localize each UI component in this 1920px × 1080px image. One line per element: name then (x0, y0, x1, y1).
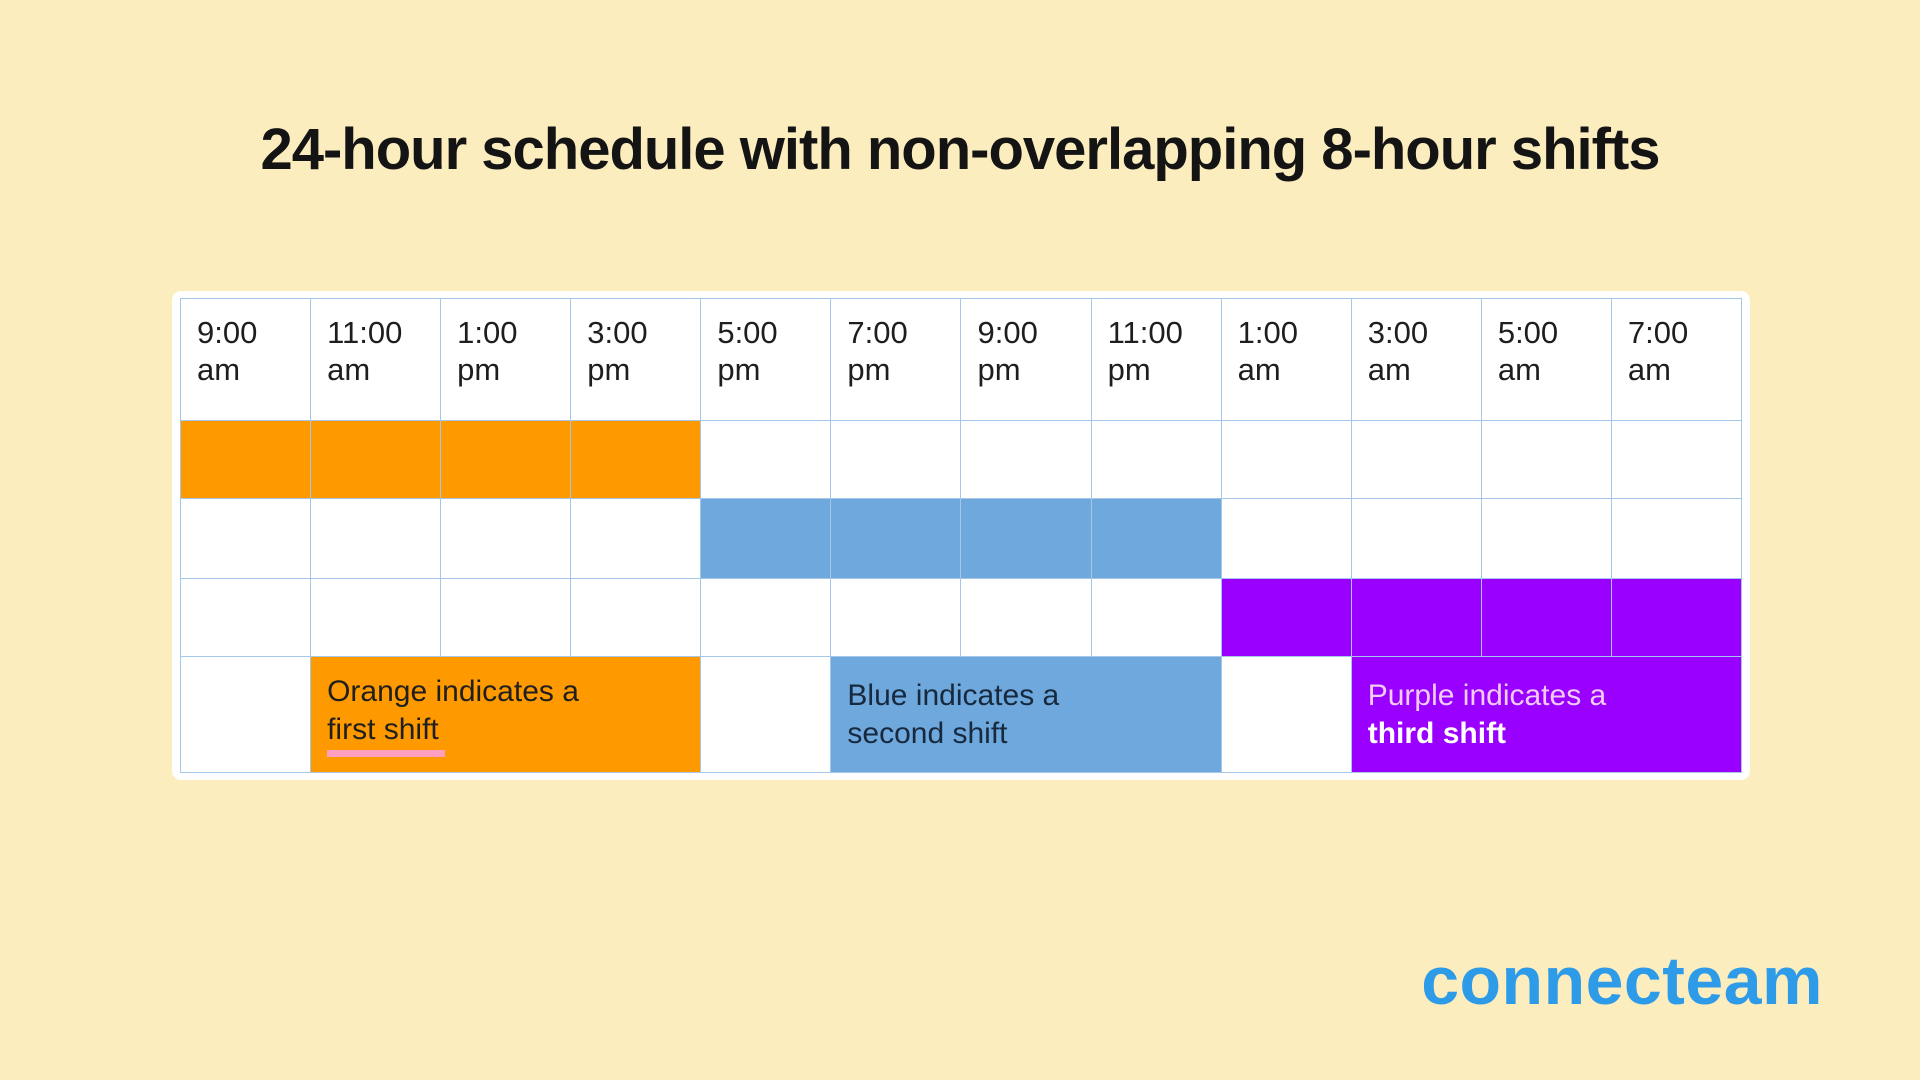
legend-text-bold: third shift (1367, 716, 1507, 750)
empty-cell (961, 579, 1092, 657)
empty-cell (311, 579, 442, 657)
empty-cell (1091, 579, 1222, 657)
empty-cell (1481, 499, 1612, 579)
empty-cell (1481, 421, 1612, 499)
time-header-cell: 3:00 pm (571, 299, 702, 421)
time-header-cell: 11:00 pm (1091, 299, 1222, 421)
empty-cell (1221, 499, 1352, 579)
empty-cell (571, 579, 702, 657)
empty-cell (441, 579, 572, 657)
empty-cell (1351, 421, 1482, 499)
second-shift-cell (701, 499, 832, 579)
second-shift-legend: Blue indicates a second shift (831, 657, 1222, 773)
second-shift-cell (831, 499, 962, 579)
empty-cell (1221, 421, 1352, 499)
empty-cell (701, 421, 832, 499)
time-header-cell: 5:00 am (1481, 299, 1612, 421)
empty-cell (1611, 421, 1742, 499)
empty-cell (181, 657, 312, 773)
legend-text-line: Orange indicates a (327, 674, 579, 708)
time-header-cell: 7:00 am (1611, 299, 1742, 421)
time-header-cell: 1:00 am (1221, 299, 1352, 421)
first-shift-cell (441, 421, 572, 499)
empty-cell (311, 499, 442, 579)
time-header-cell: 3:00 am (1351, 299, 1482, 421)
legend-text-line: second shift (847, 716, 1008, 750)
third-shift-cell (1221, 579, 1352, 657)
legend-text-underlined: first shift (327, 711, 445, 757)
third-shift-legend: Purple indicates a third shift (1351, 657, 1742, 773)
empty-cell (831, 421, 962, 499)
empty-cell (701, 657, 832, 773)
connecteam-logo: connecteam (1421, 943, 1823, 1019)
first-shift-cell (311, 421, 442, 499)
legend-text-line: Purple indicates a (1367, 678, 1607, 712)
time-header-cell: 11:00 am (311, 299, 442, 421)
third-shift-cell (1611, 579, 1742, 657)
legend-text-line: Blue indicates a (847, 678, 1060, 712)
schedule-panel: 9:00 am 11:00 am 1:00 pm 3:00 pm 5:00 pm… (172, 291, 1750, 780)
second-shift-cell (1091, 499, 1222, 579)
time-header-cell: 9:00 am (181, 299, 312, 421)
empty-cell (441, 499, 572, 579)
schedule-table: 9:00 am 11:00 am 1:00 pm 3:00 pm 5:00 pm… (180, 298, 1742, 773)
time-header-cell: 5:00 pm (701, 299, 832, 421)
page-title: 24-hour schedule with non-overlapping 8-… (260, 117, 1660, 182)
empty-cell (1221, 657, 1352, 773)
empty-cell (1091, 421, 1222, 499)
empty-cell (961, 421, 1092, 499)
third-shift-cell (1481, 579, 1612, 657)
time-header-cell: 9:00 pm (961, 299, 1092, 421)
empty-cell (1351, 499, 1482, 579)
time-header-cell: 1:00 pm (441, 299, 572, 421)
empty-cell (1611, 499, 1742, 579)
empty-cell (181, 579, 312, 657)
first-shift-cell (181, 421, 312, 499)
empty-cell (181, 499, 312, 579)
first-shift-legend: Orange indicates a first shift (311, 657, 702, 773)
empty-cell (831, 579, 962, 657)
third-shift-cell (1351, 579, 1482, 657)
first-shift-cell (571, 421, 702, 499)
empty-cell (701, 579, 832, 657)
second-shift-cell (961, 499, 1092, 579)
time-header-cell: 7:00 pm (831, 299, 962, 421)
empty-cell (571, 499, 702, 579)
